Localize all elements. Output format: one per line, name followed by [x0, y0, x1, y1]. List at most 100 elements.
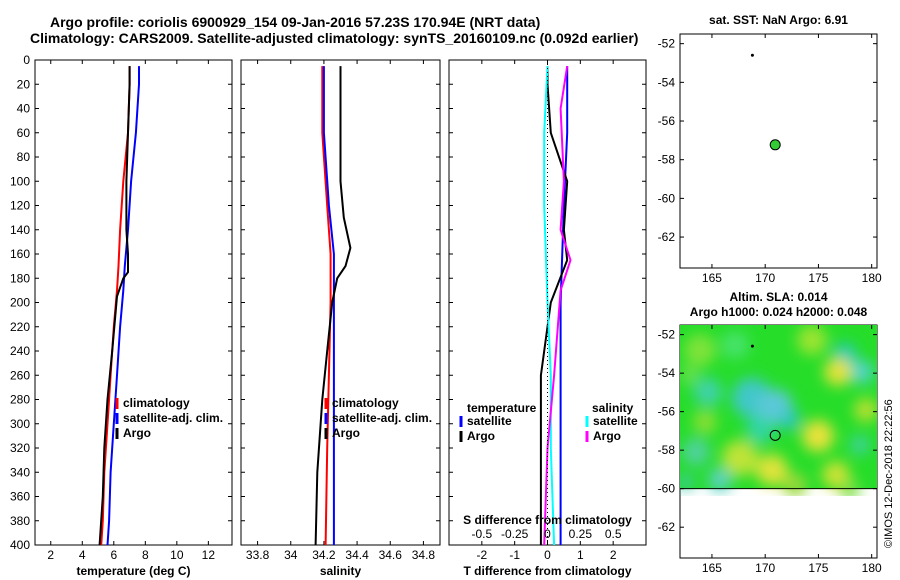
y-tick-label: 140: [10, 223, 30, 237]
axes-box: [34, 59, 233, 546]
y-tick-label: -54: [658, 75, 676, 89]
x-tick-label: -2: [476, 548, 487, 562]
title-line-1: Argo profile: coriolis 6900929_154 09-Ja…: [50, 14, 540, 30]
x-tick-label: 2: [610, 548, 617, 562]
series-line-salinity-satellite: [543, 66, 556, 546]
x-tick-label: 34.8: [412, 548, 436, 562]
y-tick-label: 80: [17, 150, 31, 164]
heatmap-cell: [783, 473, 807, 496]
x2-tick-label: -0.5: [471, 527, 492, 541]
float-marker: [769, 429, 781, 441]
heatmap-cell: [797, 325, 827, 355]
map-title: sat. SST: NaN Argo: 6.91: [709, 13, 848, 27]
x-tick-label: 180: [862, 561, 882, 575]
y-tick-label: -62: [658, 520, 676, 534]
y-tick-label: 180: [10, 271, 30, 285]
map-title-line-1: Altim. SLA: 0.014: [729, 290, 827, 304]
x-tick-label: 10: [170, 548, 184, 562]
y-tick-label: 40: [17, 102, 31, 116]
series-line-satellite-adj-clim-: [106, 66, 140, 546]
legend-label: satellite: [593, 414, 638, 428]
x-tick-label: 0: [544, 548, 551, 562]
heatmap-cell: [680, 474, 694, 490]
y-tick-label: 260: [10, 368, 30, 382]
y-tick-label: -60: [658, 191, 676, 205]
x-tick-label: 4: [79, 548, 86, 562]
y-tick-label: 20: [17, 77, 31, 91]
x-tick-label: 34.2: [312, 548, 336, 562]
y-tick-label: 0: [23, 53, 30, 67]
y-tick-label: -60: [658, 482, 676, 496]
y-tick-label: 240: [10, 344, 30, 358]
y-tick-label: 120: [10, 199, 30, 213]
legend-label: climatology: [123, 396, 190, 410]
series-line-argo: [98, 66, 131, 546]
x-tick-label: 33.8: [246, 548, 270, 562]
heatmap-cell: [824, 358, 852, 386]
series-line-temperature-satellite: [559, 66, 569, 545]
x-tick-label: 1: [577, 548, 584, 562]
location-dot: [750, 344, 754, 348]
float-marker: [769, 139, 781, 151]
heatmap-cell: [693, 410, 717, 434]
x-tick-label: 175: [808, 271, 828, 285]
y-tick-label: 360: [10, 490, 30, 504]
y-tick-label: 300: [10, 417, 30, 431]
legend-label: satellite-adj. clim.: [123, 411, 223, 425]
heatmap-cell: [802, 420, 834, 452]
x-tick-label: 170: [755, 271, 775, 285]
sst-map-panel: -52 -54 -56 -58 -60 -62 165 170 175 180 sat. SST: …: [658, 13, 882, 285]
y-tick-label: -52: [658, 37, 676, 51]
map-box: [679, 33, 878, 269]
y-tick-label: -62: [658, 230, 676, 244]
heatmap-cell: [721, 331, 749, 359]
heatmap-cell: [850, 360, 874, 384]
x-tick-label: 170: [755, 561, 775, 575]
y-tick-label: -56: [658, 114, 676, 128]
y-tick-label: -56: [658, 405, 676, 419]
heatmap-cell: [694, 378, 722, 406]
x-tick-label: 180: [862, 271, 882, 285]
imos-watermark: ©IMOS 12-Dec-2018 22:22:56: [883, 399, 895, 548]
y-tick-label: 200: [10, 296, 30, 310]
heatmap-cell: [682, 438, 710, 466]
x-tick-label: 165: [702, 271, 722, 285]
x-tick-label: 2: [47, 548, 54, 562]
profile-panel-1: 0 20 40 60 80 100 120 140 160 180 200 220 240 260 280 3…: [10, 53, 233, 578]
y-tick-label: 320: [10, 441, 30, 455]
y-tick-label: 220: [10, 320, 30, 334]
series-line-argo: [314, 66, 352, 546]
heatmap-cell: [722, 440, 758, 476]
legend-label: Argo: [467, 429, 495, 443]
y-tick-label: 340: [10, 465, 30, 479]
heatmap-cell: [746, 416, 774, 444]
heatmap-cell: [680, 365, 700, 385]
profile-panel-2: 33.8 34 34.2 34.4 34.6 34.8 salinity climatolog…: [240, 59, 441, 578]
x2-axis-label: S difference from climatology: [463, 513, 632, 527]
x2-tick-label: 0.5: [605, 527, 622, 541]
legend-label: climatology: [332, 396, 399, 410]
y-tick-label: 60: [17, 126, 31, 140]
x-axis-label: salinity: [320, 564, 362, 578]
x2-tick-label: 0: [544, 527, 551, 541]
x-tick-label: 6: [110, 548, 117, 562]
heatmap-cell: [840, 480, 860, 496]
profile-panel-3: -2 -1 0 1 2 T difference from climatology temp…: [448, 59, 647, 578]
sla-heatmap: [680, 325, 877, 496]
y-tick-label: 380: [10, 514, 30, 528]
x-tick-label: 12: [202, 548, 216, 562]
x-tick-label: 34.6: [379, 548, 403, 562]
x-tick-label: -1: [509, 548, 520, 562]
sla-map-panel: -52 -54 -56 -58 -60 -62 165 170 175 180 Altim. SLA…: [658, 290, 882, 575]
legend-label: Argo: [593, 429, 621, 443]
x-tick-label: 34.4: [345, 548, 369, 562]
x-tick-label: 34: [284, 548, 298, 562]
x2-tick-label: 0.25: [569, 527, 593, 541]
y-tick-label: -52: [658, 328, 676, 342]
x-axis-label: T difference from climatology: [463, 564, 631, 578]
title-line-2: Climatology: CARS2009. Satellite-adjuste…: [30, 30, 638, 46]
y-tick-label: 160: [10, 247, 30, 261]
heatmap-cell: [780, 410, 800, 430]
series-line-satellite-adj-clim-: [322, 66, 335, 545]
heatmap-cell: [850, 435, 870, 455]
